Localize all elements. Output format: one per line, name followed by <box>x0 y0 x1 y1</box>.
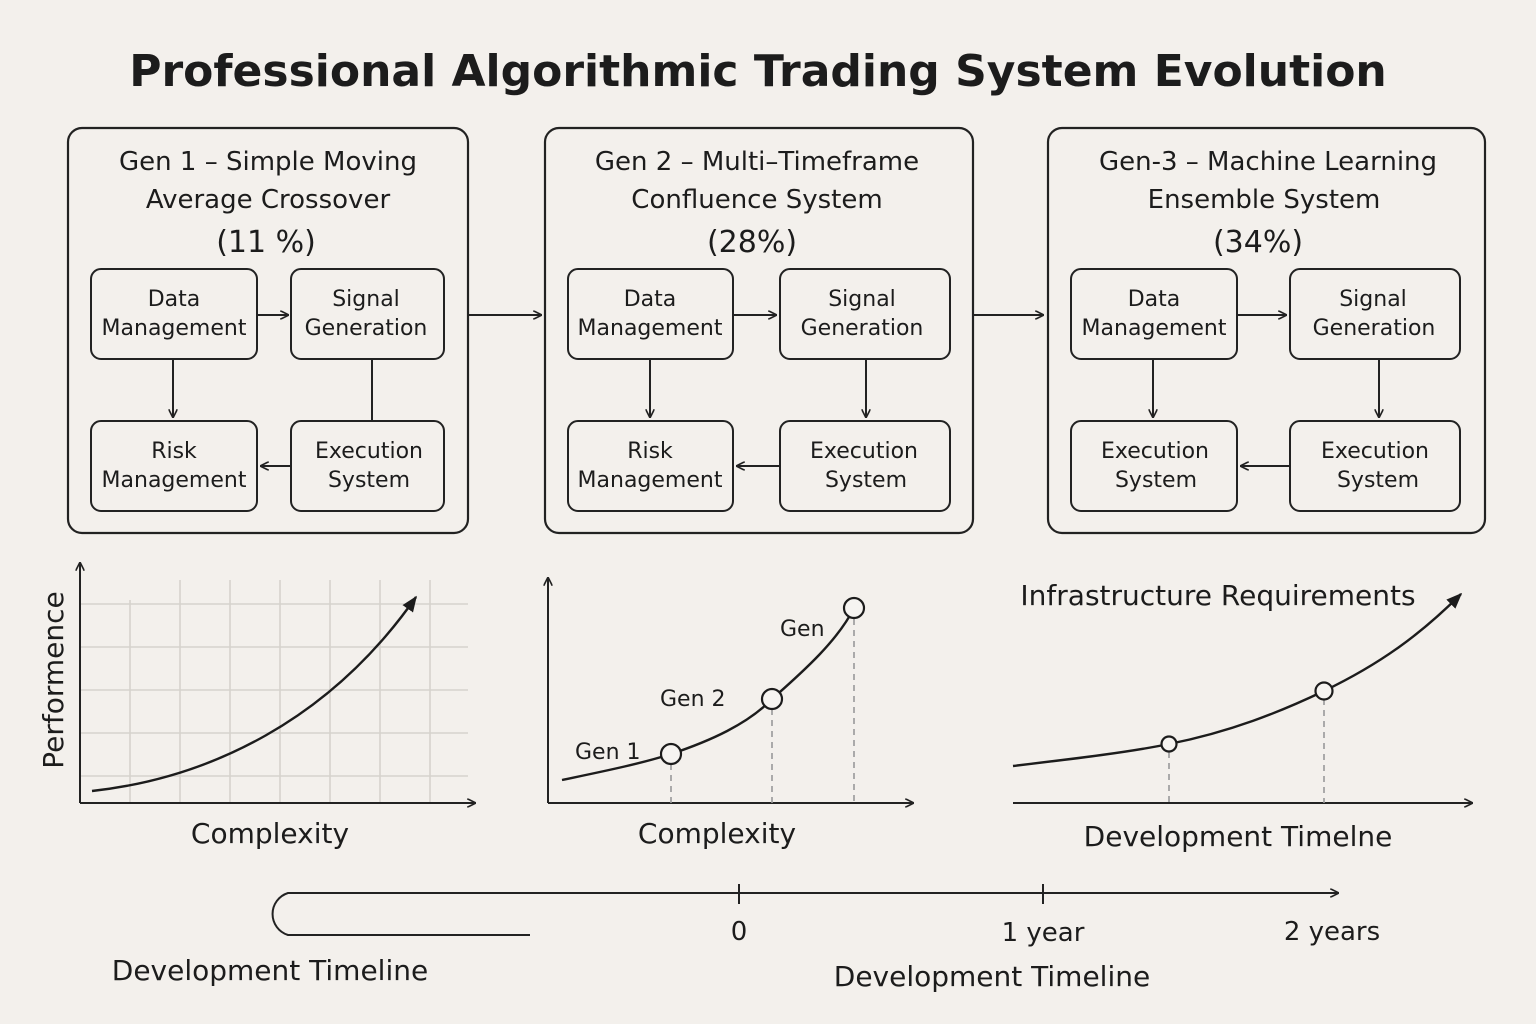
gen3-percentage: (34%) <box>1213 225 1303 260</box>
performance-y-label: Performence <box>37 591 70 769</box>
gen2-point-label: Gen 2 <box>660 687 726 712</box>
gen3-box-label: Execution <box>1321 439 1429 464</box>
gen1-point <box>659 742 683 766</box>
gen2-box-label: Management <box>578 468 723 493</box>
gen2-point <box>760 687 784 711</box>
performance-chart-grid <box>80 580 468 803</box>
infrastructure-title: Infrastructure Requirements <box>1020 579 1415 612</box>
gen1-execution-system-box <box>290 420 445 512</box>
infrastructure-curve <box>1012 592 1463 768</box>
gen3-point-label: Gen <box>780 617 825 642</box>
gen1-box-label: Management <box>102 468 247 493</box>
gen1-box-label: Management <box>102 316 247 341</box>
gen3-box-label: System <box>1337 468 1419 493</box>
gen3-signal-generation-box <box>1289 268 1461 360</box>
infrastructure-point-1 <box>1160 735 1178 753</box>
gen3-box-label: Execution <box>1101 439 1209 464</box>
gen3-execution-system-box-left <box>1070 420 1238 512</box>
gen1-box-label: System <box>328 468 410 493</box>
timeline-tick-label: 2 years <box>1284 917 1380 947</box>
gen2-execution-system-box <box>779 420 951 512</box>
development-timeline: 0 1 year 2 years Development Timeline De… <box>112 884 1380 993</box>
complexity-x-label: Complexity <box>638 817 796 850</box>
gen1-title-line2: Average Crossover <box>146 185 391 215</box>
page-title: Professional Algorithmic Trading System … <box>129 46 1387 97</box>
timeline-axis <box>271 893 1338 936</box>
gen2-box-label: Risk <box>627 439 673 464</box>
gen2-percentage: (28%) <box>707 225 797 260</box>
infrastructure-point-2 <box>1314 681 1334 701</box>
gen3-title-line2: Ensemble System <box>1148 185 1381 215</box>
gen1-box-label: Execution <box>315 439 423 464</box>
gen3-title-line1: Gen-3 – Machine Learning <box>1099 147 1437 177</box>
complexity-curve <box>561 607 856 782</box>
gen3-box-label: Signal <box>1339 287 1407 312</box>
performance-curve <box>91 595 417 793</box>
gen2-data-management-box <box>567 268 734 360</box>
gen2-box-label: Data <box>624 287 677 312</box>
gen2-signal-generation-box <box>779 268 951 360</box>
gen1-box-label: Generation <box>305 316 428 341</box>
gen2-title-line1: Gen 2 – Multi–Timeframe <box>595 147 919 177</box>
gen2-box-label: System <box>825 468 907 493</box>
gen2-box-label: Signal <box>828 287 896 312</box>
gen2-panel: Gen 2 – Multi–Timeframe Confluence Syste… <box>543 126 975 535</box>
gen3-execution-system-box-right <box>1289 420 1461 512</box>
gen3-box-label: Generation <box>1313 316 1436 341</box>
gen2-box-label: Management <box>578 316 723 341</box>
gen3-box-label: Management <box>1082 316 1227 341</box>
gen3-box-label: System <box>1115 468 1197 493</box>
gen1-data-management-box <box>90 268 258 360</box>
gen3-box-label: Data <box>1128 287 1181 312</box>
gen1-signal-generation-box <box>290 268 445 360</box>
gen3-panel: Gen-3 – Machine Learning Ensemble System… <box>1046 126 1487 535</box>
timeline-label-left: Development Timeline <box>112 954 428 987</box>
timeline-label-center: Development Timeline <box>834 960 1150 993</box>
infrastructure-x-label: Development Timelne <box>1084 820 1393 853</box>
performance-x-label: Complexity <box>191 817 349 850</box>
timeline-tick-label: 1 year <box>1002 918 1085 948</box>
gen3-point <box>842 596 866 620</box>
gen1-box-label: Signal <box>332 287 400 312</box>
gen1-title-line1: Gen 1 – Simple Moving <box>119 147 417 177</box>
complexity-chart: Gen 1 Gen 2 Gen Complexity <box>548 578 913 850</box>
gen2-title-line2: Confluence System <box>631 185 882 215</box>
gen2-box-label: Execution <box>810 439 918 464</box>
gen1-point-label: Gen 1 <box>575 740 641 765</box>
gen1-box-label: Data <box>148 287 201 312</box>
performance-chart: Performence Complexity <box>37 563 475 850</box>
gen1-percentage: (11 %) <box>216 225 316 260</box>
gen2-risk-management-box <box>567 420 734 512</box>
gen2-box-label: Generation <box>801 316 924 341</box>
infrastructure-chart: Infrastructure Requirements Development … <box>1012 579 1472 853</box>
gen1-risk-management-box <box>90 420 258 512</box>
gen1-panel: Gen 1 – Simple Moving Average Crossover … <box>66 126 470 535</box>
timeline-tick-label: 0 <box>731 917 748 947</box>
gen3-data-management-box <box>1070 268 1238 360</box>
gen1-box-label: Risk <box>151 439 197 464</box>
